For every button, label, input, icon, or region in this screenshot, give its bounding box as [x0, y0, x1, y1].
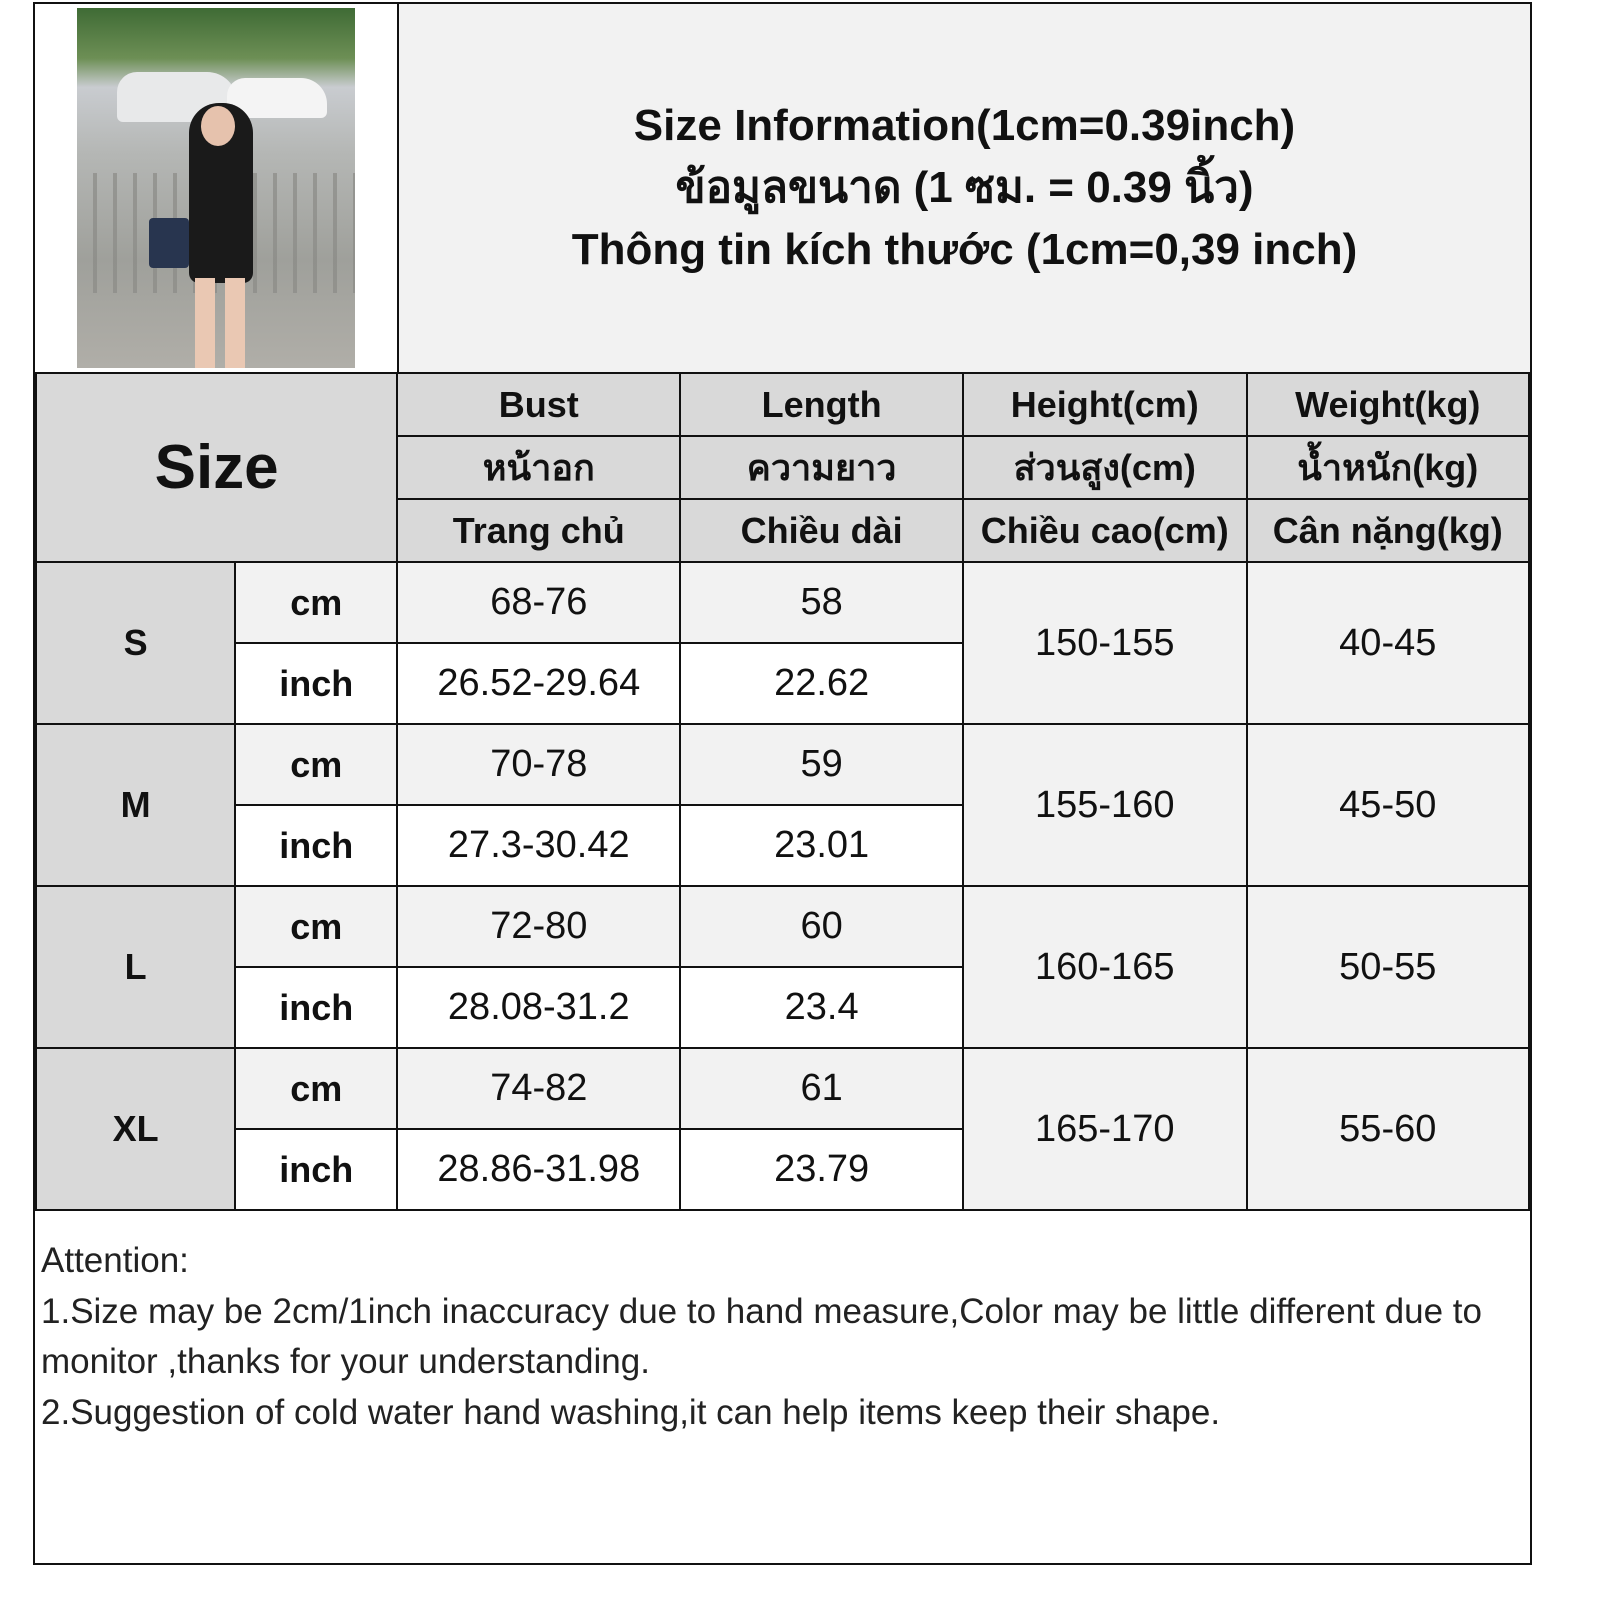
header-height-th: ส่วนสูง(cm)	[961, 435, 1248, 500]
size-table: Size Bust Length Height(cm) Weight(kg) ห…	[34, 372, 1531, 1211]
size-letter: XL	[34, 1047, 237, 1211]
header-bust-vi: Trang chủ	[396, 498, 682, 563]
header-bust-en: Bust	[396, 372, 682, 437]
size-letter: S	[34, 561, 237, 725]
title-vietnamese: Thông tin kích thước (1cm=0,39 inch)	[571, 225, 1358, 274]
height-range: 155-160	[961, 723, 1248, 887]
length-cm: 59	[679, 723, 964, 806]
bust-inch: 28.08-31.2	[396, 966, 682, 1049]
note-item: 2.Suggestion of cold water hand washing,…	[41, 1392, 1221, 1432]
table-row-inch: inch 28.08-31.2 23.4	[36, 966, 1529, 1049]
length-cm: 60	[679, 885, 964, 968]
bust-inch: 26.52-29.64	[396, 642, 682, 725]
title-thai: ข้อมูลขนาด (1 ซม. = 0.39 นิ้ว)	[675, 163, 1254, 212]
notes-heading: Attention:	[41, 1241, 189, 1280]
unit-cm: cm	[234, 1047, 399, 1130]
note-item: 1.Size may be 2cm/1inch inaccuracy due t…	[41, 1291, 1482, 1382]
weight-range: 45-50	[1245, 723, 1531, 887]
size-letter: L	[34, 885, 237, 1049]
header-length-vi: Chiều dài	[679, 498, 964, 563]
header-weight-en: Weight(kg)	[1245, 372, 1531, 437]
header-weight-vi: Cân nặng(kg)	[1245, 498, 1531, 563]
bust-inch: 28.86-31.98	[396, 1128, 682, 1211]
weight-range: 40-45	[1245, 561, 1531, 725]
length-inch: 23.4	[679, 966, 964, 1049]
length-cm: 61	[679, 1047, 964, 1130]
length-cm: 58	[679, 561, 964, 644]
bust-cm: 74-82	[396, 1047, 682, 1130]
bust-inch: 27.3-30.42	[396, 804, 682, 887]
height-range: 160-165	[961, 885, 1248, 1049]
header-height-en: Height(cm)	[961, 372, 1248, 437]
length-inch: 23.79	[679, 1128, 964, 1211]
header-bust-th: หน้าอก	[396, 435, 682, 500]
table-row-inch: inch 26.52-29.64 22.62	[36, 642, 1529, 725]
header-height-vi: Chiều cao(cm)	[961, 498, 1248, 563]
chart-title: Size Information(1cm=0.39inch) ข้อมูลขนา…	[399, 4, 1530, 372]
unit-inch: inch	[234, 966, 399, 1049]
header-section: Size Information(1cm=0.39inch) ข้อมูลขนา…	[35, 4, 1530, 374]
unit-inch: inch	[234, 1128, 399, 1211]
bust-cm: 72-80	[396, 885, 682, 968]
length-inch: 23.01	[679, 804, 964, 887]
size-letter: M	[34, 723, 237, 887]
height-range: 165-170	[961, 1047, 1248, 1211]
weight-range: 55-60	[1245, 1047, 1531, 1211]
length-inch: 22.62	[679, 642, 964, 725]
header-length-th: ความยาว	[679, 435, 964, 500]
unit-cm: cm	[234, 723, 399, 806]
unit-cm: cm	[234, 885, 399, 968]
title-english: Size Information(1cm=0.39inch)	[633, 101, 1296, 150]
bust-cm: 70-78	[396, 723, 682, 806]
photo-cell	[35, 4, 399, 372]
header-length-en: Length	[679, 372, 964, 437]
table-row-inch: inch 28.86-31.98 23.79	[36, 1128, 1529, 1211]
product-photo	[77, 8, 355, 368]
attention-notes: Attention: 1.Size may be 2cm/1inch inacc…	[41, 1236, 1521, 1438]
weight-range: 50-55	[1245, 885, 1531, 1049]
unit-inch: inch	[234, 804, 399, 887]
size-chart: Size Information(1cm=0.39inch) ข้อมูลขนา…	[33, 2, 1532, 1565]
unit-inch: inch	[234, 642, 399, 725]
header-weight-th: น้ำหนัก(kg)	[1245, 435, 1531, 500]
table-row-cm: XL cm 74-82 61 165-170 55-60	[34, 1047, 1531, 1211]
unit-cm: cm	[234, 561, 399, 644]
bust-cm: 68-76	[396, 561, 682, 644]
table-row-inch: inch 27.3-30.42 23.01	[36, 804, 1529, 887]
height-range: 150-155	[961, 561, 1248, 725]
size-header: Size	[34, 372, 399, 563]
